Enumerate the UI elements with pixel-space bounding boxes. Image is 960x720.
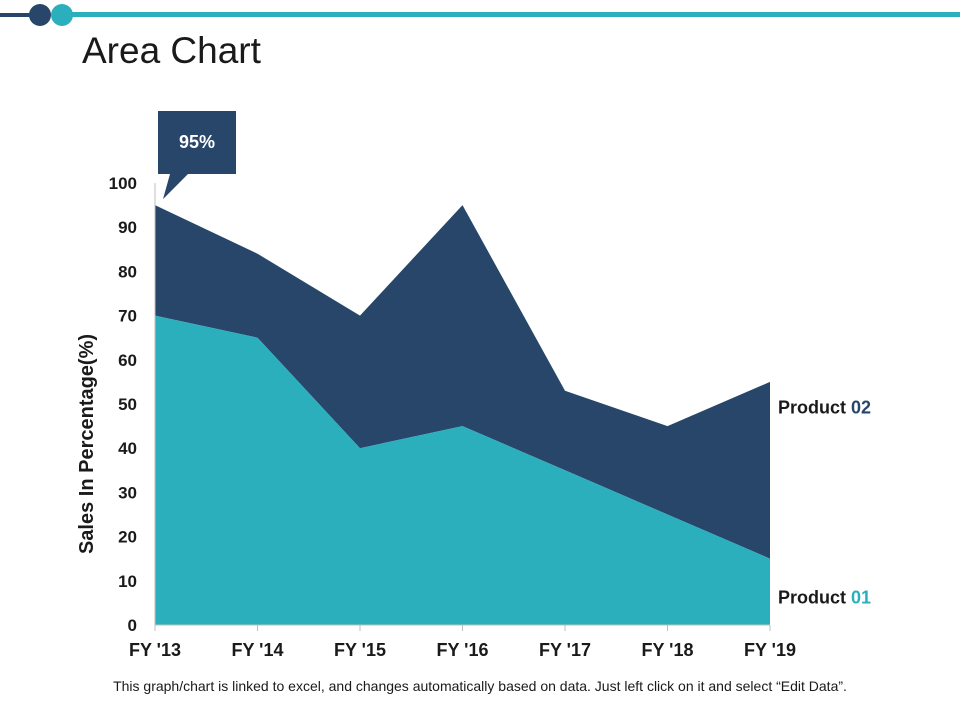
- y-tick-label: 20: [118, 528, 137, 547]
- y-tick-label: 90: [118, 218, 137, 237]
- slide-title: Area Chart: [82, 30, 261, 71]
- header-dot-teal: [51, 4, 73, 26]
- callout-label: 95%: [179, 132, 215, 152]
- y-tick-label: 100: [109, 174, 137, 193]
- x-tick-label: FY '17: [539, 640, 591, 660]
- x-tick-label: FY '15: [334, 640, 386, 660]
- y-tick-label: 40: [118, 439, 137, 458]
- y-tick-label: 50: [118, 395, 137, 414]
- y-axis-title: Sales In Percentage(%): [76, 334, 98, 554]
- y-tick-label: 0: [128, 616, 137, 635]
- footer-note: This graph/chart is linked to excel, and…: [113, 678, 847, 694]
- callout-box: [158, 111, 236, 200]
- header-accent-line-teal: [70, 12, 960, 17]
- legend-label-product-01: Product 01: [778, 587, 871, 607]
- series-area-product-01[interactable]: [155, 315, 770, 625]
- series-area-product-02[interactable]: [155, 205, 770, 559]
- x-tick-label: FY '14: [232, 640, 284, 660]
- x-tick-label: FY '19: [744, 640, 796, 660]
- x-tick-label: FY '16: [437, 640, 489, 660]
- y-tick-label: 60: [118, 351, 137, 370]
- y-tick-label: 30: [118, 483, 137, 502]
- legend-label-product-02: Product 02: [778, 397, 871, 417]
- header-dot-dark: [29, 4, 51, 26]
- y-tick-label: 80: [118, 262, 137, 281]
- y-tick-label: 10: [118, 572, 137, 591]
- header-accent-line-dark: [0, 13, 30, 17]
- x-tick-label: FY '13: [129, 640, 181, 660]
- x-tick-label: FY '18: [642, 640, 694, 660]
- y-tick-label: 70: [118, 307, 137, 326]
